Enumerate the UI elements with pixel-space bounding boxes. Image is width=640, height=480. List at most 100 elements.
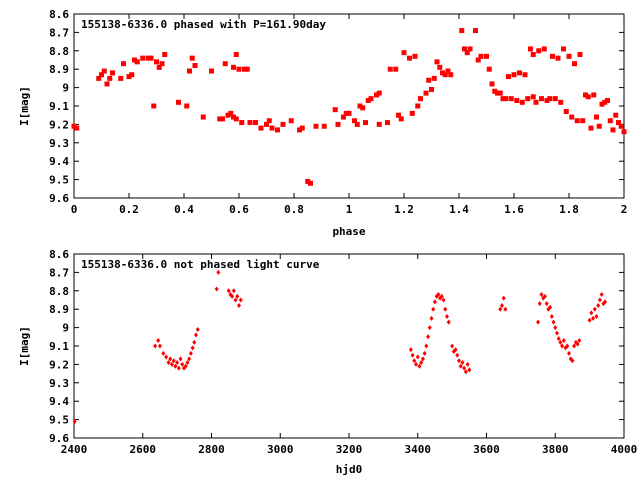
unphased-y-tick-label: 9.2 [49, 358, 69, 371]
unphased-data-point [441, 297, 446, 303]
phased-data-point [594, 114, 599, 120]
phased-data-point [299, 125, 305, 131]
phased-data-point [233, 51, 239, 57]
phased-x-axis-label: phase [332, 225, 365, 238]
unphased-data-point [537, 301, 542, 307]
phased-data-point [613, 112, 619, 118]
phased-data-point [217, 116, 223, 122]
unphased-data-point [164, 354, 169, 360]
phased-data-point [343, 110, 349, 116]
phased-data-point [517, 70, 522, 76]
phased-data-point [492, 88, 498, 94]
unphased-data-point [194, 332, 199, 338]
phased-data-point [552, 96, 558, 102]
phased-data-point [104, 81, 110, 87]
phased-data-point [228, 110, 234, 116]
phased-data-point [412, 53, 418, 59]
unphased-data-point [498, 306, 503, 312]
unphased-data-point [187, 356, 192, 362]
phased-data-point [236, 66, 242, 72]
unphased-data-point [572, 343, 577, 349]
phased-data-point [621, 129, 627, 135]
unphased-light-curve-panel: 155138-6336.0 not phased light curve hjd… [18, 248, 637, 476]
unphased-x-axis-label: hjd0 [336, 463, 363, 476]
phased-x-tick-label: 0 [71, 203, 78, 216]
phased-data-point [354, 121, 360, 127]
unphased-data-point [460, 360, 465, 366]
unphased-data-point [178, 356, 183, 362]
phased-data-point [588, 125, 594, 131]
unphased-ticks: 2400 2600 2800 3000 3200 3400 3600 3800 4000 8.6 8… [49, 248, 637, 456]
phased-x-tick-label: 0.8 [284, 203, 304, 216]
phased-data-point [583, 92, 588, 98]
unphased-y-tick-label: 9.3 [49, 377, 69, 390]
phased-data-point [585, 94, 591, 100]
phased-data-point [242, 66, 247, 72]
unphased-data-point [233, 297, 238, 303]
phased-data-point [519, 99, 525, 105]
unphased-data-point [171, 358, 176, 364]
unphased-data-point [463, 369, 468, 375]
phased-x-tick-label: 0.6 [229, 203, 249, 216]
phased-data-point [572, 61, 577, 67]
phased-data-point [71, 123, 77, 129]
phased-x-tick-label: 2 [621, 203, 628, 216]
phased-data-point [547, 96, 553, 102]
unphased-y-tick-label: 8.8 [49, 285, 69, 298]
unphased-data-point [235, 293, 240, 299]
unphased-data-point [410, 352, 415, 358]
unphased-x-tick-label: 3400 [405, 443, 432, 456]
phased-data-point [231, 114, 236, 120]
phased-data-point [616, 120, 621, 126]
phased-data-point [475, 57, 481, 63]
unphased-data-point [565, 343, 570, 349]
unphased-data-point [157, 343, 162, 349]
unphased-data-point [420, 356, 425, 362]
unphased-data-point [453, 347, 458, 353]
phased-data-point [376, 121, 382, 127]
phased-data-point [569, 114, 575, 120]
phased-data-point [459, 28, 465, 34]
phased-data-point [464, 50, 470, 56]
phased-data-point [445, 68, 451, 74]
phased-y-tick-label: 9.4 [49, 155, 69, 168]
phased-data-point [288, 118, 294, 124]
phased-data-point [530, 94, 536, 100]
phased-data-point [145, 55, 151, 61]
phased-data-point [563, 109, 569, 115]
phased-data-point [401, 50, 407, 56]
phased-data-point [360, 105, 366, 111]
phased-y-axis-label: I[mag] [18, 86, 31, 126]
phased-data-point [200, 114, 206, 120]
unphased-data-point [450, 343, 455, 349]
unphased-data-point [414, 361, 419, 367]
unphased-y-tick-label: 9.6 [49, 432, 69, 445]
unphased-data-point [176, 365, 181, 371]
phased-data-point [233, 116, 239, 122]
unphased-y-tick-label: 9.5 [49, 414, 69, 427]
phased-data-point [506, 74, 511, 80]
phased-data-point [599, 101, 605, 107]
unphased-data-point [457, 358, 461, 364]
phased-data-point [467, 46, 473, 52]
unphased-data-point [462, 365, 467, 371]
phased-data-point [222, 61, 228, 67]
phased-data-point [418, 96, 423, 102]
phased-data-point [440, 70, 445, 76]
phased-data-point [365, 97, 371, 103]
phased-data-point [423, 90, 429, 96]
phased-data-point [363, 120, 368, 126]
phased-data-point [154, 59, 159, 65]
unphased-x-tick-label: 2400 [61, 443, 88, 456]
phased-data-point [561, 46, 566, 52]
unphased-data-point [185, 360, 190, 366]
unphased-y-tick-label: 9 [62, 322, 69, 335]
phased-data-point [610, 127, 616, 133]
unphased-data-point [231, 288, 236, 294]
phased-y-tick-label: 8.8 [49, 45, 69, 58]
unphased-data-point [465, 361, 470, 367]
phased-data-point [231, 64, 236, 70]
phased-data-point [332, 107, 338, 113]
unphased-data-point [156, 337, 161, 343]
unphased-data-point [577, 337, 582, 343]
